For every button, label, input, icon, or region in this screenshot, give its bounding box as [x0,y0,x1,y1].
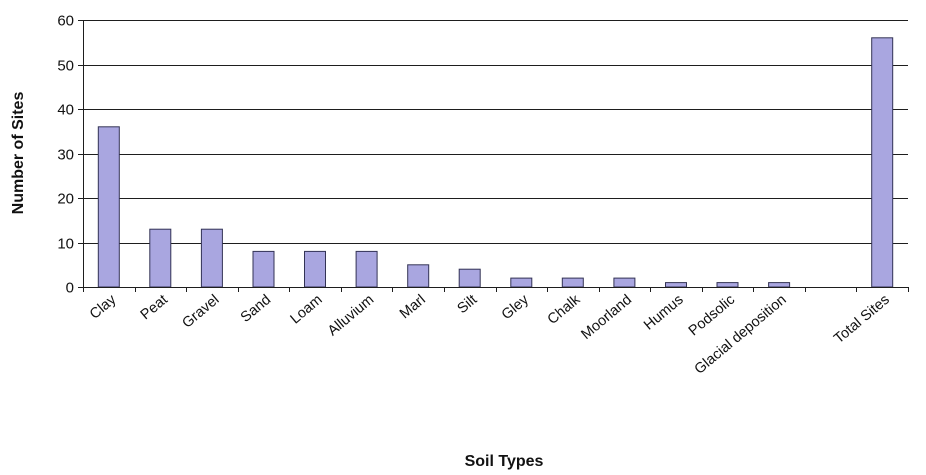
bar [97,126,120,288]
x-tick-label: Marl [397,292,429,322]
y-tick-label: 30 [57,147,74,164]
y-tick-label: 40 [57,102,74,119]
x-tick-label: Gley [499,291,533,323]
y-tick-labels: 0 10 20 30 40 50 60 [57,13,74,297]
x-tick-label: Sand [238,292,274,326]
gridlines [83,20,908,244]
x-tick-label: Silt [455,292,481,317]
x-tick-label: Peat [138,292,171,323]
x-tick-label: Glacial deposition [692,292,790,378]
y-tick-label: 0 [66,280,74,297]
x-tick-label: Clay [87,291,120,322]
y-tick-label: 20 [57,191,74,208]
x-tick-labels: Clay Peat Gravel Sand Loam Alluvium Marl Silt Gl… [87,291,893,377]
bar [200,228,223,288]
y-tick-label: 60 [57,13,74,30]
y-axis-title: Number of Sites [10,92,27,215]
bar [252,250,275,288]
x-tick-label: Total Sites [831,292,893,347]
axes [78,20,909,292]
x-tick-label: Gravel [179,292,222,332]
bar [407,264,430,288]
bar [561,277,584,288]
bar [510,277,533,288]
bar [149,228,172,288]
x-axis-title: Soil Types [465,453,544,470]
bar [304,250,326,288]
bar [716,282,739,288]
y-tick-label: 50 [57,58,74,75]
x-tick-label: Alluvium [325,292,377,339]
bar [768,282,791,288]
x-tick-label: Chalk [545,291,584,328]
y-tick-label: 10 [57,236,74,253]
x-tick-label: Moorland [578,292,635,343]
bar [458,268,481,288]
bars [97,37,894,288]
bar [665,282,687,288]
x-tick-label: Humus [641,292,686,334]
bar [871,37,894,288]
x-tick-label: Loam [287,292,325,328]
bar [355,250,378,288]
bar [613,277,636,288]
